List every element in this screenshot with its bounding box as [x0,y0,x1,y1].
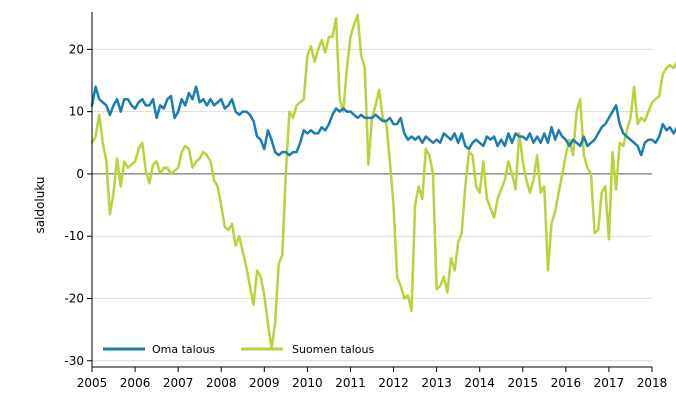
legend-label: Oma talous [152,343,215,356]
y-tick-label: 20 [69,42,84,56]
x-tick-label: 2010 [292,376,323,390]
series-line-oma-talous [90,85,676,157]
y-tick-labels: -30 -20 -10 0 10 20 [64,42,92,368]
x-tick-label: 2017 [594,376,625,390]
legend: Oma talous Suomen talous [103,343,374,356]
y-tick-label: 10 [69,105,84,119]
x-tick-label: 2005 [77,376,108,390]
x-tick-label: 2016 [551,376,582,390]
x-tick-labels: 2005 2006 2007 2008 2009 2010 2011 2012 2013 2014… [77,367,668,390]
x-tick-label: 2006 [120,376,151,390]
y-tick-label: -30 [64,354,84,368]
x-tick-label: 2009 [249,376,280,390]
x-tick-label: 2012 [378,376,409,390]
x-tick-label: 2013 [421,376,452,390]
legend-label: Suomen talous [292,343,374,356]
y-tick-label: -20 [64,291,84,305]
x-tick-label: 2008 [206,376,237,390]
y-axis-title: saldoluku [33,176,47,233]
y-tick-label: -10 [64,229,84,243]
series-lines [90,13,676,350]
x-tick-label: 2011 [335,376,366,390]
axes [91,12,652,368]
x-tick-label: 2015 [507,376,538,390]
y-tick-label: 0 [76,167,84,181]
x-tick-label: 2007 [163,376,194,390]
gridlines [92,48,652,362]
x-tick-label: 2014 [464,376,495,390]
x-tick-label: 2018 [637,376,668,390]
